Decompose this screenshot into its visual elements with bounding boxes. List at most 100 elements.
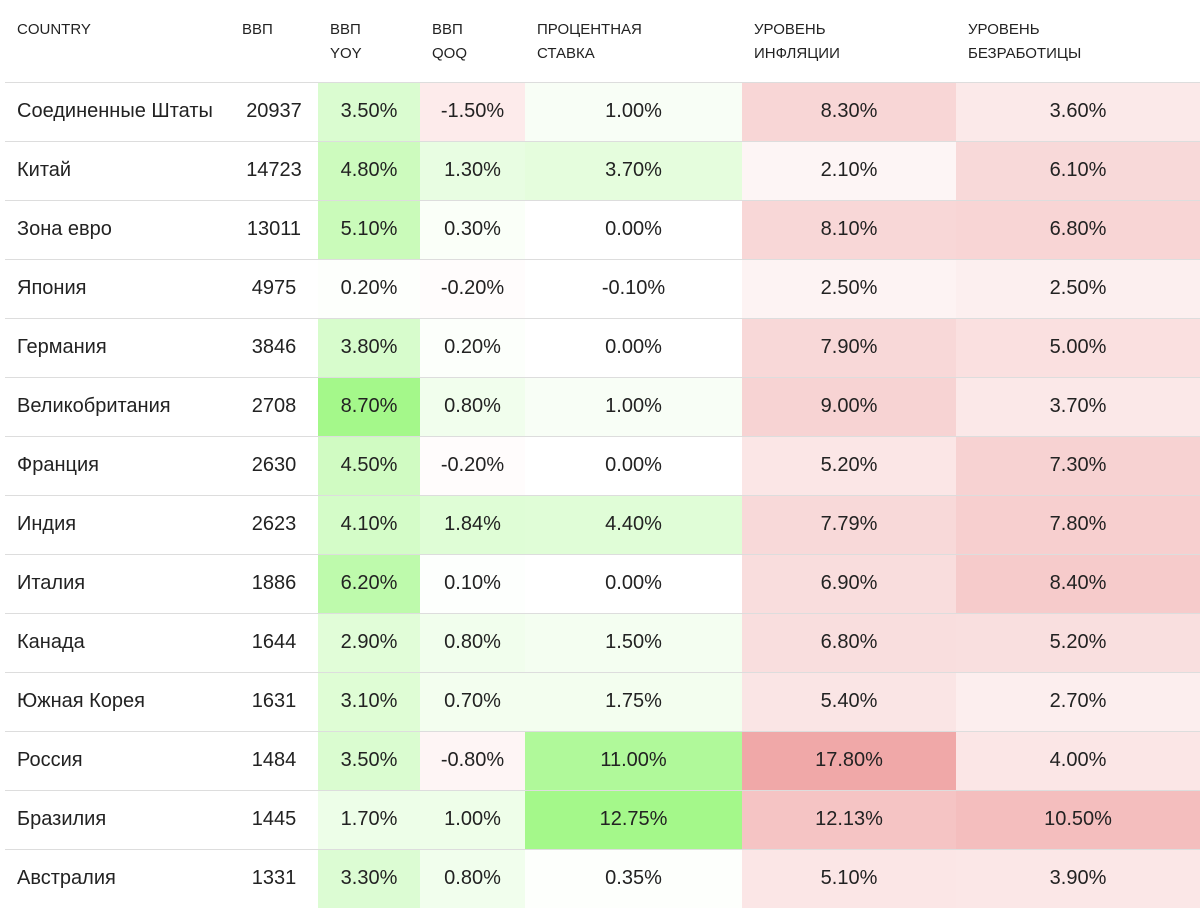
table-row: Австралия 1331 3.30% 0.80% 0.35% 5.10% 3.90%	[5, 849, 1200, 908]
country-cell: Франция	[5, 436, 230, 496]
value-cell: 9.00%	[742, 377, 956, 437]
header-row: COUNTRY ВВП ВВП YOY ВВП QOQ ПРОЦЕНТНАЯ СТАВК…	[5, 0, 1200, 83]
value-cell: 7.80%	[956, 495, 1200, 555]
value-cell: 1.00%	[525, 82, 742, 142]
value-cell: -0.20%	[420, 259, 525, 319]
country-cell: Япония	[5, 259, 230, 319]
value-cell: 2.50%	[956, 259, 1200, 319]
value-cell: 3.10%	[318, 672, 420, 732]
column-header: УРОВЕНЬ ИНФЛЯЦИИ	[742, 0, 956, 83]
country-cell: Германия	[5, 318, 230, 378]
country-cell: Индия	[5, 495, 230, 555]
value-cell: 11.00%	[525, 731, 742, 791]
column-header: ВВП	[230, 0, 318, 83]
value-cell: 7.90%	[742, 318, 956, 378]
value-cell: 2630	[230, 436, 318, 496]
table-row: Россия 1484 3.50% -0.80% 11.00% 17.80% 4.00%	[5, 731, 1200, 791]
value-cell: 2708	[230, 377, 318, 437]
value-cell: 4.50%	[318, 436, 420, 496]
value-cell: 6.80%	[956, 200, 1200, 260]
table-row: Южная Корея 1631 3.10% 0.70% 1.75% 5.40% 2.70%	[5, 672, 1200, 732]
country-cell: Канада	[5, 613, 230, 673]
value-cell: 1.84%	[420, 495, 525, 555]
value-cell: 4.00%	[956, 731, 1200, 791]
value-cell: 5.10%	[318, 200, 420, 260]
data-table: COUNTRY ВВП ВВП YOY ВВП QOQ ПРОЦЕНТНАЯ СТАВК…	[5, 0, 1200, 908]
table-row: Индия 2623 4.10% 1.84% 4.40% 7.79% 7.80%	[5, 495, 1200, 555]
value-cell: 1331	[251, 867, 297, 890]
value-cell: 12.13%	[742, 790, 956, 850]
value-cell: 12.75%	[525, 790, 742, 850]
value-cell: 0.80%	[420, 377, 525, 437]
value-cell: 1.50%	[525, 613, 742, 673]
value-cell: 0.80%	[420, 613, 525, 673]
country-cell: Бразилия	[5, 790, 230, 850]
value-cell: 0.80%	[420, 849, 525, 908]
value-cell: 10.50%	[956, 790, 1200, 850]
value-cell: 7.30%	[956, 436, 1200, 496]
value-cell: 1484	[230, 731, 318, 791]
value-cell: 0.00%	[525, 318, 742, 378]
value-cell: 0.20%	[318, 259, 420, 319]
table-row: Китай 14723 4.80% 1.30% 3.70% 2.10% 6.10%	[5, 141, 1200, 201]
table-row: Япония 4975 0.20% -0.20% -0.10% 2.50% 2.50%	[5, 259, 1200, 319]
country-cell: Соединенные Штаты	[5, 82, 230, 142]
table-row: Канада 1644 2.90% 0.80% 1.50% 6.80% 5.20%	[5, 613, 1200, 673]
value-cell: 0.35%	[525, 849, 742, 908]
value-cell: 0.70%	[420, 672, 525, 732]
value-cell: 2623	[230, 495, 318, 555]
value-cell: 5.10%	[742, 849, 956, 908]
value-cell: 4.40%	[525, 495, 742, 555]
value-cell: 13011	[230, 200, 318, 260]
country-cell: Австралия	[17, 867, 116, 890]
value-cell: 1.70%	[318, 790, 420, 850]
value-cell: 3846	[230, 318, 318, 378]
value-cell: -0.10%	[525, 259, 742, 319]
value-cell: 5.20%	[742, 436, 956, 496]
table-row: Великобритания 2708 8.70% 0.80% 1.00% 9.00% 3.…	[5, 377, 1200, 437]
value-cell: 1631	[230, 672, 318, 732]
value-cell: 1644	[230, 613, 318, 673]
value-cell: 6.20%	[318, 554, 420, 614]
value-cell: 4.80%	[318, 141, 420, 201]
value-cell: 4975	[230, 259, 318, 319]
value-cell: 17.80%	[742, 731, 956, 791]
value-cell: -0.80%	[420, 731, 525, 791]
value-cell: 1.30%	[420, 141, 525, 201]
value-cell: 3.70%	[525, 141, 742, 201]
value-cell: 0.00%	[525, 436, 742, 496]
value-cell: 4.10%	[318, 495, 420, 555]
table-row: Соединенные Штаты 20937 3.50% -1.50% 1.00% 8.…	[5, 82, 1200, 142]
value-cell: 6.80%	[742, 613, 956, 673]
value-cell: 1.00%	[420, 790, 525, 850]
value-cell: 2.70%	[956, 672, 1200, 732]
table-row: Германия 3846 3.80% 0.20% 0.00% 7.90% 5.00%	[5, 318, 1200, 378]
country-cell: Италия	[5, 554, 230, 614]
value-cell: 8.40%	[956, 554, 1200, 614]
value-cell: 3.50%	[318, 731, 420, 791]
country-cell: Зона евро	[5, 200, 230, 260]
country-cell: Великобритания	[5, 377, 230, 437]
value-cell: 0.20%	[420, 318, 525, 378]
value-cell: 8.30%	[742, 82, 956, 142]
value-cell: 1445	[230, 790, 318, 850]
value-cell: 20937	[230, 82, 318, 142]
value-cell: 3.90%	[956, 849, 1200, 908]
table-row: Франция 2630 4.50% -0.20% 0.00% 5.20% 7.30%	[5, 436, 1200, 496]
value-cell: 3.30%	[318, 849, 420, 908]
value-cell: 2.10%	[742, 141, 956, 201]
table-row: Италия 1886 6.20% 0.10% 0.00% 6.90% 8.40%	[5, 554, 1200, 614]
table-row: Зона евро 13011 5.10% 0.30% 0.00% 8.10% 6.80%	[5, 200, 1200, 260]
column-header: ПРОЦЕНТНАЯ СТАВКА	[525, 0, 742, 83]
value-cell: 14723	[230, 141, 318, 201]
value-cell: 0.00%	[525, 200, 742, 260]
value-cell: 6.10%	[956, 141, 1200, 201]
column-header: ВВП QOQ	[420, 0, 525, 83]
value-cell: 0.10%	[420, 554, 525, 614]
value-cell: -0.20%	[420, 436, 525, 496]
value-cell: 3.50%	[318, 82, 420, 142]
value-cell: 0.00%	[525, 554, 742, 614]
value-cell: 1.75%	[525, 672, 742, 732]
column-header: ВВП YOY	[318, 0, 420, 83]
